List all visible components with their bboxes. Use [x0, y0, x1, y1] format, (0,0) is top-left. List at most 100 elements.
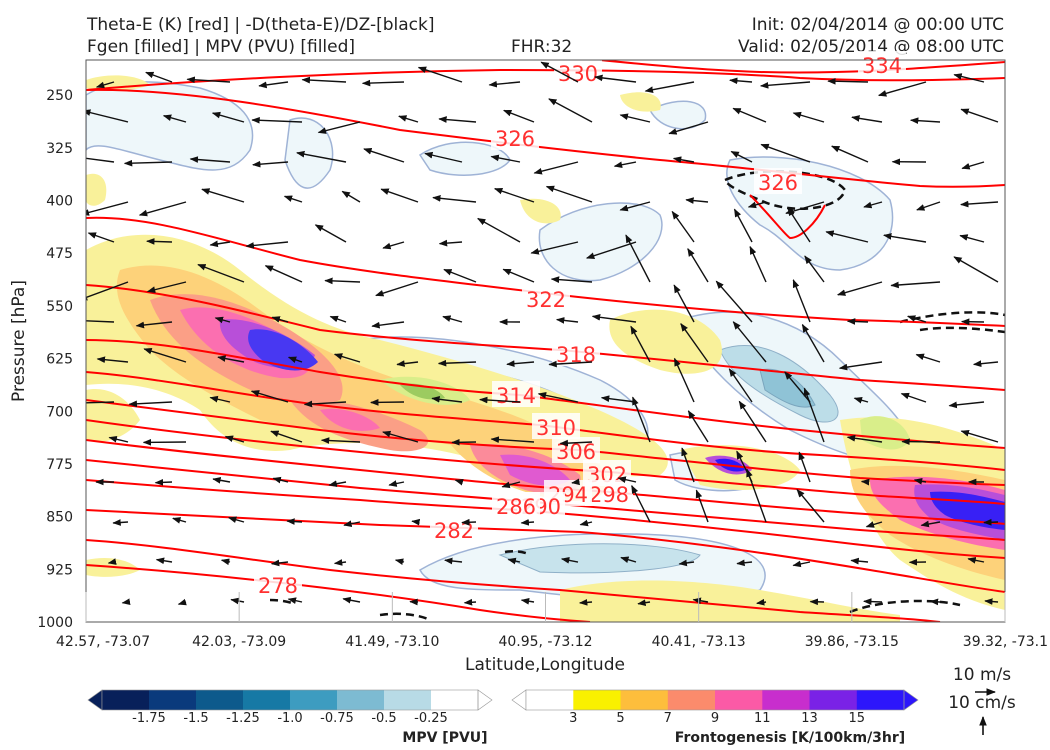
wind-vector [108, 436, 129, 443]
wind-vector [155, 557, 173, 565]
y-tick-label: 250 [46, 88, 73, 104]
x-axis-label: Latitude,Longitude [465, 655, 625, 675]
x-tick-label: 39.86, -73.15 [805, 634, 899, 650]
mpv-region [86, 81, 254, 171]
wind-vector [804, 255, 825, 283]
wind-vector [530, 241, 579, 255]
wind-vector [296, 150, 347, 163]
wind-vector [341, 190, 361, 203]
wind-vector [877, 81, 927, 97]
wind-vector [86, 157, 115, 163]
contour-label-bg [430, 516, 478, 542]
wind-vector [86, 109, 129, 123]
y-tick-label: 625 [46, 352, 73, 368]
wind-vector [803, 387, 825, 443]
y-tick-label: 325 [46, 141, 73, 157]
wind-vector [112, 519, 129, 526]
wind-vector [86, 399, 115, 407]
wind-vector [863, 598, 883, 605]
stability-contour [899, 311, 1005, 324]
fgen-region [500, 454, 570, 486]
theta-e-contour [86, 68, 1005, 91]
wind-vector [506, 360, 535, 368]
wind-vector [915, 353, 941, 363]
contour-labels: 330 3343263263223183143103063022982942902… [254, 51, 906, 598]
wind-vector [270, 430, 303, 443]
wind-vector [851, 115, 883, 123]
wind-vector [186, 76, 231, 84]
wind-vector [328, 480, 347, 488]
stability-contour [849, 599, 961, 614]
fgen-region [400, 383, 445, 400]
wind-vector [759, 81, 811, 89]
colorbar-tick: 7 [664, 711, 672, 726]
theta-e-contour [599, 60, 1005, 74]
contour-label-bg [552, 340, 600, 366]
wind-vector [548, 98, 593, 123]
y-tick-label: 1000 [37, 615, 73, 631]
wind-vector [591, 313, 637, 323]
stability-contour [919, 326, 1005, 334]
wind-vector [960, 108, 999, 123]
wind-vector [728, 368, 753, 403]
wind-vector [909, 117, 941, 125]
wind-vector [301, 76, 347, 84]
wind-vector [507, 557, 521, 565]
theta-e-contour [749, 194, 826, 240]
contour-label-bg [554, 59, 602, 85]
wind-vector [637, 599, 651, 606]
wind-vector [146, 238, 173, 245]
theta-e-label: 326 [495, 127, 535, 151]
wind-vector [250, 390, 289, 403]
wind-vector [230, 597, 245, 605]
wind-vector [900, 392, 927, 403]
theta-e-contour [86, 88, 1005, 188]
mpv-region [538, 202, 663, 282]
wind-vector [548, 360, 593, 368]
wind-vector [913, 477, 927, 485]
wind-vector [146, 281, 187, 293]
x-tick-label: 40.95, -73.12 [498, 634, 592, 650]
wind-vector [625, 234, 651, 283]
mpv-colorbar: -1.75 -1.5 -1.25 -1.0 -0.75 -0.5 -0.25 [87, 689, 493, 726]
wind-vector [371, 321, 405, 329]
wind-vector [756, 598, 767, 606]
y-tick-label: 550 [46, 299, 73, 315]
wind-vector [668, 121, 709, 135]
colorbar-end [87, 689, 103, 711]
wind-vector [286, 518, 303, 525]
wind-vector [738, 400, 767, 443]
wind-vector [559, 439, 593, 447]
fgen-region [560, 580, 900, 622]
wind-vector [586, 241, 637, 259]
wind-vector [197, 263, 245, 283]
colorbar-swatch [290, 690, 338, 710]
wind-vector [154, 479, 173, 486]
mpv-colorbar-title: MPV [PVU] [402, 730, 487, 746]
wind-vector [394, 558, 405, 566]
wind-vector [747, 201, 767, 209]
wind-vector [733, 208, 753, 243]
contour-label-bg [492, 381, 540, 407]
wind-vector [121, 598, 131, 605]
wind-vector [303, 400, 347, 408]
wind-vector [490, 154, 521, 163]
wind-vector [490, 436, 535, 443]
wind-vector [264, 265, 303, 283]
wind-vector [967, 557, 985, 564]
wind-vector [333, 353, 361, 363]
wind-vector [162, 114, 187, 123]
wind-vector [630, 325, 651, 363]
wind-vector [270, 559, 289, 567]
colorbar-tick: 11 [754, 711, 771, 726]
wind-vector [687, 247, 709, 283]
colorbar-frame [525, 689, 905, 711]
wind-vector [503, 109, 535, 123]
colorbar-end [511, 689, 527, 711]
colorbar-swatch [667, 690, 716, 710]
contour-label-bg [858, 51, 906, 77]
wind-vector [578, 598, 593, 606]
wind-vector [619, 113, 651, 123]
colorbar-tick: -0.75 [320, 711, 354, 726]
wind-vector [343, 520, 361, 528]
